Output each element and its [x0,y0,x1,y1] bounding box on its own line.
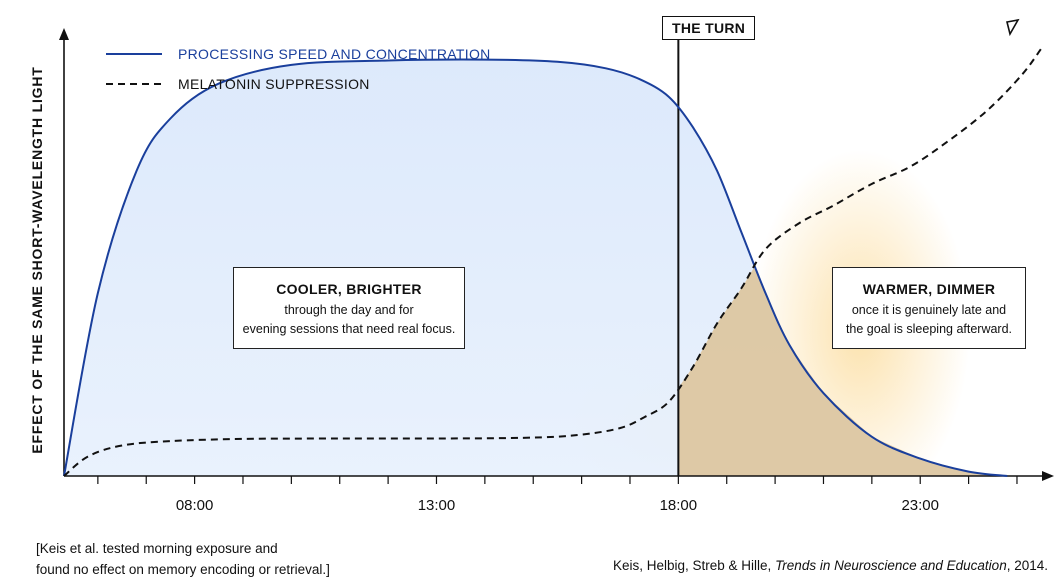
melatonin-arrowhead [1007,20,1018,34]
y-axis-title: EFFECT OF THE SAME SHORT-WAVELENGTH LIGH… [29,66,45,453]
footnote-left-line-2: found no effect on memory encoding or re… [36,559,330,580]
annotation-warmer-dimmer: WARMER, DIMMER once it is genuinely late… [832,267,1026,349]
annotation-warmer-line-1: once it is genuinely late and [833,301,1025,320]
x-tick-label: 18:00 [660,497,698,514]
annotation-warmer-title: WARMER, DIMMER [833,281,1025,297]
x-ticks [98,476,1017,484]
footnote-citation: Keis, Helbig, Streb & Hille, Trends in N… [613,555,1048,576]
citation-authors: Keis, Helbig, Streb & Hille, [613,558,775,573]
footnote-left: [Keis et al. tested morning exposure and… [36,538,330,580]
y-axis-arrow [59,28,69,40]
annotation-cooler-line-2: evening sessions that need real focus. [234,320,464,339]
annotation-warmer-line-2: the goal is sleeping afterward. [833,320,1025,339]
annotation-cooler-title: COOLER, BRIGHTER [234,281,464,297]
annotation-cooler-line-1: through the day and for [234,301,464,320]
x-tick-label: 08:00 [176,497,214,514]
footnote-left-line-1: [Keis et al. tested morning exposure and [36,538,330,559]
citation-journal: Trends in Neuroscience and Education [775,558,1007,573]
x-tick-label: 13:00 [418,497,456,514]
x-tick-labels: 08:00 13:00 18:00 23:00 [176,497,939,514]
x-tick-label: 23:00 [901,497,939,514]
citation-year: , 2014. [1007,558,1048,573]
legend-label-melatonin: MELATONIN SUPPRESSION [178,76,370,92]
legend-label-processing: PROCESSING SPEED AND CONCENTRATION [178,46,491,62]
turn-label: THE TURN [662,16,755,40]
annotation-cooler-brighter: COOLER, BRIGHTER through the day and for… [233,267,465,349]
x-axis-arrow [1042,471,1054,481]
